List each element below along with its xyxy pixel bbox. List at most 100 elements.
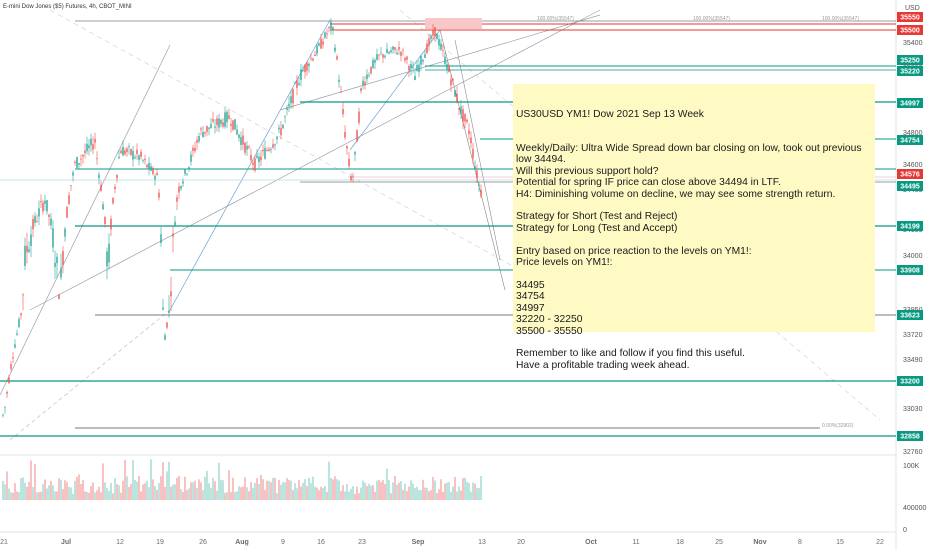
volume-bar	[60, 479, 62, 500]
candle-body	[140, 151, 142, 157]
candle-body	[468, 130, 470, 135]
volume-bar	[104, 482, 106, 500]
volume-bar	[472, 482, 474, 500]
candle-body	[406, 56, 408, 60]
volume-bar	[112, 493, 114, 500]
volume-bar	[430, 490, 432, 500]
volume-bar	[184, 476, 186, 500]
volume-bar	[376, 480, 378, 500]
candle-body	[64, 228, 66, 237]
trend-line[interactable]	[9, 309, 171, 441]
volume-bar	[480, 476, 482, 500]
volume-bar	[260, 474, 262, 500]
trend-line[interactable]	[169, 19, 331, 311]
analysis-note[interactable]: US30USD YM1! Dow 2021 Sep 13 Week Weekly…	[513, 84, 875, 370]
candle-body	[410, 63, 412, 68]
price-badge-label: 34576	[900, 172, 920, 179]
volume-bar	[390, 493, 392, 500]
trend-line[interactable]	[0, 44, 171, 396]
candle-body	[360, 88, 362, 92]
volume-bar	[294, 483, 296, 500]
x-tick-label: 26	[199, 539, 207, 546]
candle-body	[82, 154, 84, 157]
chart-title: E-mini Dow Jones ($5) Futures, 4h, CBOT_…	[3, 4, 132, 10]
x-tick-label: 9	[281, 539, 285, 546]
candle-body	[166, 322, 168, 328]
candle-body	[304, 64, 306, 73]
candle-body	[208, 127, 210, 129]
y-tick-label: 34600	[903, 162, 923, 169]
candle-body	[270, 149, 272, 151]
volume-bar	[24, 482, 26, 500]
candle-body	[358, 111, 360, 123]
candle-body	[480, 189, 482, 196]
volume-bar	[432, 477, 434, 500]
candle-body	[20, 313, 22, 316]
volume-bar	[280, 484, 282, 500]
candle-body	[370, 66, 372, 74]
volume-bar	[52, 485, 54, 500]
trend-line[interactable]	[29, 9, 601, 311]
volume-bar	[42, 484, 44, 500]
volume-bar	[344, 491, 346, 500]
candle-body	[450, 79, 452, 86]
candle-body	[220, 119, 222, 124]
time-axis[interactable]: 21 Jul 12 19 26 Aug 9 16 23 Sep 13 20 Oct 11 18 25 Nov 8 1…	[0, 539, 884, 546]
volume-bar	[84, 491, 86, 500]
volume-bar	[66, 482, 68, 500]
trend-line[interactable]	[454, 39, 501, 261]
candle-body	[2, 414, 4, 416]
candle-body	[94, 138, 96, 143]
volume-bar	[300, 486, 302, 500]
volume-bar	[28, 481, 30, 500]
volume-bar	[18, 492, 20, 500]
candle-body	[456, 93, 458, 103]
candle-body	[262, 149, 264, 152]
candle-body	[186, 173, 188, 175]
volume-bar	[166, 471, 168, 500]
volume-bar	[462, 478, 464, 500]
candle-body	[332, 27, 334, 30]
volume-bar	[198, 479, 200, 500]
supply-zone[interactable]	[425, 18, 482, 29]
volume-bar	[292, 490, 294, 500]
volume-bar	[310, 483, 312, 500]
volume-bar	[248, 491, 250, 500]
candle-body	[238, 134, 240, 138]
volume-bar	[318, 490, 320, 500]
trend-line[interactable]	[439, 29, 506, 291]
candle-body	[36, 221, 38, 222]
volume-bar	[366, 486, 368, 500]
volume-bars	[2, 459, 482, 500]
volume-bar	[40, 491, 42, 500]
fib-label: 100.00%(35547)	[822, 16, 859, 22]
candle-body	[400, 51, 402, 56]
volume-bar	[114, 478, 116, 500]
volume-bar	[284, 482, 286, 500]
volume-bar	[34, 464, 36, 500]
volume-bar	[78, 474, 80, 500]
candle-body	[328, 26, 330, 28]
volume-tick-label: 0	[903, 527, 907, 534]
candle-body	[172, 233, 174, 237]
volume-bar	[340, 491, 342, 500]
volume-bar	[32, 487, 34, 500]
candle-body	[356, 130, 358, 142]
volume-bar	[54, 491, 56, 500]
volume-bar	[468, 483, 470, 500]
candle-body	[162, 307, 164, 310]
candle-body	[362, 80, 364, 86]
trend-line[interactable]	[279, 14, 601, 111]
candle-body	[96, 158, 98, 160]
trend-lines[interactable]	[0, 9, 881, 441]
candle-body	[240, 137, 242, 145]
candle-body	[414, 75, 416, 81]
volume-bar	[220, 479, 222, 500]
volume-bar	[356, 486, 358, 500]
candle-body	[58, 294, 60, 299]
candle-body	[448, 66, 450, 72]
volume-bar	[438, 489, 440, 500]
volume-bar	[102, 463, 104, 500]
volume-bar	[320, 486, 322, 500]
volume-bar	[64, 480, 66, 500]
